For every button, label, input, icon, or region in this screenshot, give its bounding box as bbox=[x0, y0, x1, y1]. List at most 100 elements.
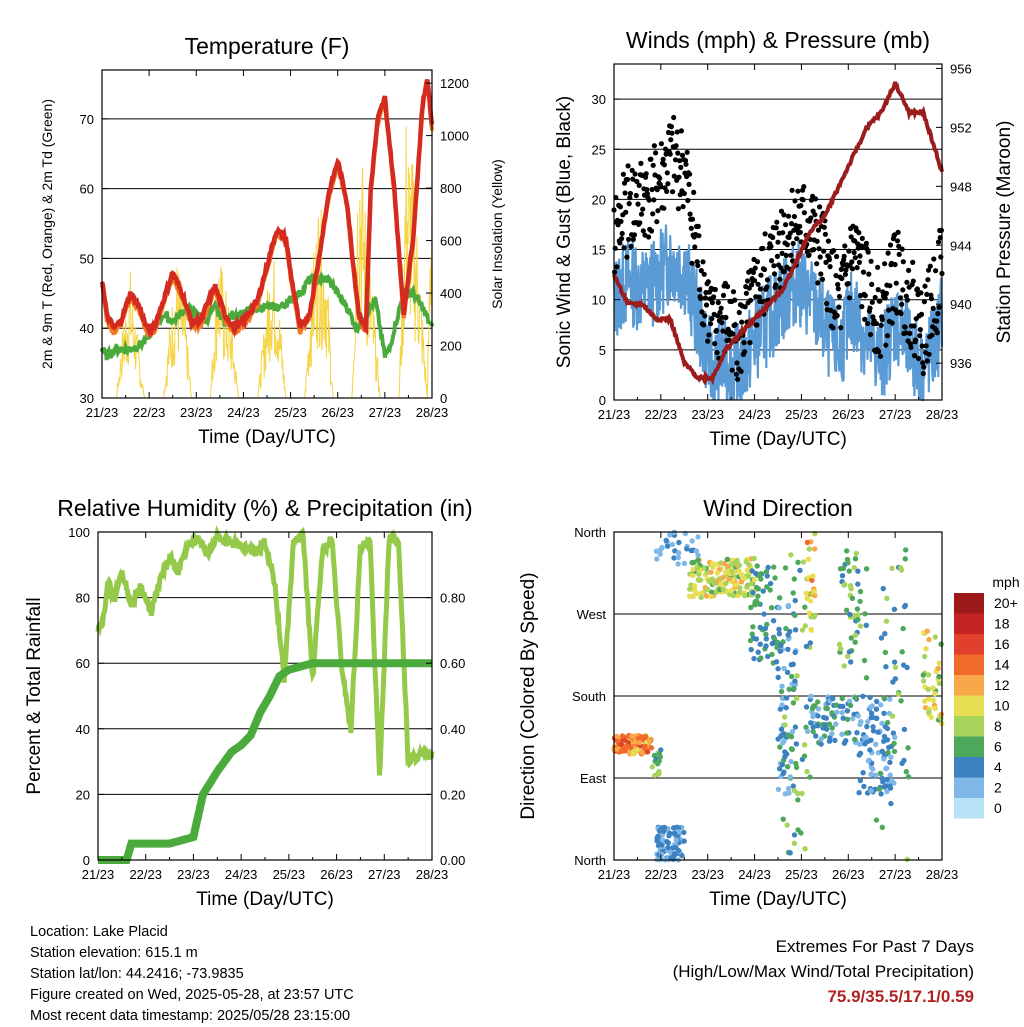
gust-point bbox=[821, 248, 827, 254]
gust-point bbox=[686, 181, 692, 187]
direction-point bbox=[699, 590, 705, 596]
gust-point bbox=[872, 294, 878, 301]
direction-point bbox=[642, 745, 648, 751]
direction-point bbox=[736, 568, 742, 574]
gust-point bbox=[778, 265, 784, 271]
gust-point bbox=[675, 150, 681, 156]
direction-point bbox=[808, 693, 814, 699]
direction-point bbox=[653, 548, 660, 554]
direction-point bbox=[795, 790, 801, 797]
y-tick-label: 5 bbox=[599, 343, 606, 358]
direction-point bbox=[785, 785, 792, 792]
direction-point bbox=[891, 606, 898, 612]
direction-point bbox=[656, 828, 663, 834]
gust-point bbox=[930, 305, 936, 311]
direction-point bbox=[860, 693, 866, 699]
direction-point bbox=[751, 577, 758, 583]
gust-point bbox=[661, 162, 668, 168]
gust-point bbox=[627, 195, 633, 201]
gust-point bbox=[701, 322, 707, 328]
direction-point bbox=[902, 602, 909, 609]
direction-point bbox=[842, 582, 848, 588]
direction-point bbox=[863, 566, 870, 572]
x-axis-label: Time (Day/UTC) bbox=[709, 429, 847, 450]
direction-point bbox=[795, 559, 801, 565]
gust-point bbox=[683, 161, 689, 167]
direction-point bbox=[681, 560, 688, 567]
gust-point bbox=[896, 243, 902, 249]
precip-line bbox=[98, 659, 432, 864]
gust-point bbox=[684, 149, 690, 155]
direction-point bbox=[930, 697, 937, 703]
gust-point bbox=[879, 316, 885, 323]
direction-point bbox=[873, 698, 880, 705]
direction-point bbox=[785, 646, 791, 652]
legend-swatch bbox=[954, 777, 984, 798]
direction-point bbox=[744, 584, 750, 590]
gust-point bbox=[712, 286, 718, 293]
gust-point bbox=[924, 358, 931, 364]
direction-point bbox=[748, 581, 754, 587]
direction-point bbox=[783, 625, 789, 632]
direction-point bbox=[726, 576, 732, 582]
y2-tick-label: 0.00 bbox=[440, 853, 465, 868]
y2-tick-label: 1000 bbox=[440, 129, 469, 144]
gust-point bbox=[846, 295, 853, 301]
gust-point bbox=[849, 259, 855, 265]
gust-point bbox=[637, 220, 643, 226]
gust-point bbox=[836, 293, 843, 300]
x-tick-label: 28/23 bbox=[926, 407, 959, 422]
gust-point bbox=[873, 321, 880, 327]
gust-point bbox=[773, 282, 779, 288]
direction-point bbox=[878, 635, 885, 641]
direction-point bbox=[905, 745, 911, 751]
direction-point bbox=[890, 730, 897, 736]
direction-point bbox=[771, 564, 777, 570]
legend-label: 4 bbox=[994, 759, 1002, 775]
direction-point bbox=[765, 653, 771, 660]
direction-point bbox=[881, 784, 888, 790]
wind-line bbox=[612, 224, 944, 402]
gust-point bbox=[835, 286, 841, 292]
direction-point bbox=[852, 632, 859, 638]
direction-point bbox=[815, 699, 821, 705]
gust-point bbox=[835, 281, 841, 288]
direction-point bbox=[920, 672, 926, 678]
legend-label: 18 bbox=[994, 616, 1010, 632]
gust-point bbox=[660, 156, 666, 162]
direction-point bbox=[695, 557, 701, 563]
gust-point bbox=[711, 294, 717, 300]
gust-point bbox=[664, 188, 670, 194]
temp-2m-line bbox=[99, 79, 435, 339]
gust-point bbox=[673, 143, 679, 149]
gust-point bbox=[925, 267, 932, 273]
gust-point bbox=[887, 283, 893, 289]
gust-point bbox=[916, 355, 922, 362]
y-axis-label: Percent & Total Rainfall bbox=[24, 597, 45, 794]
y2-tick-label: 936 bbox=[950, 356, 972, 371]
gust-point bbox=[925, 277, 931, 283]
gust-point bbox=[902, 324, 908, 330]
gust-point bbox=[754, 259, 761, 265]
direction-point bbox=[634, 747, 640, 753]
direction-point bbox=[769, 651, 775, 658]
gust-point bbox=[856, 230, 862, 236]
direction-point bbox=[857, 598, 863, 605]
gust-point bbox=[921, 364, 927, 370]
direction-point bbox=[698, 577, 704, 583]
x-tick-label: 28/23 bbox=[416, 405, 449, 420]
direction-point bbox=[812, 703, 818, 709]
direction-point bbox=[763, 631, 769, 637]
gust-point bbox=[892, 261, 898, 268]
gust-point bbox=[910, 259, 916, 265]
direction-point bbox=[785, 636, 792, 642]
x-tick-label: 26/23 bbox=[320, 867, 353, 882]
gust-point bbox=[739, 319, 745, 325]
gust-point bbox=[883, 342, 889, 348]
direction-point bbox=[788, 734, 795, 740]
gust-point bbox=[671, 173, 677, 179]
direction-point bbox=[803, 704, 810, 710]
gust-point bbox=[781, 268, 788, 275]
direction-point bbox=[630, 750, 636, 757]
direction-point bbox=[839, 573, 846, 579]
